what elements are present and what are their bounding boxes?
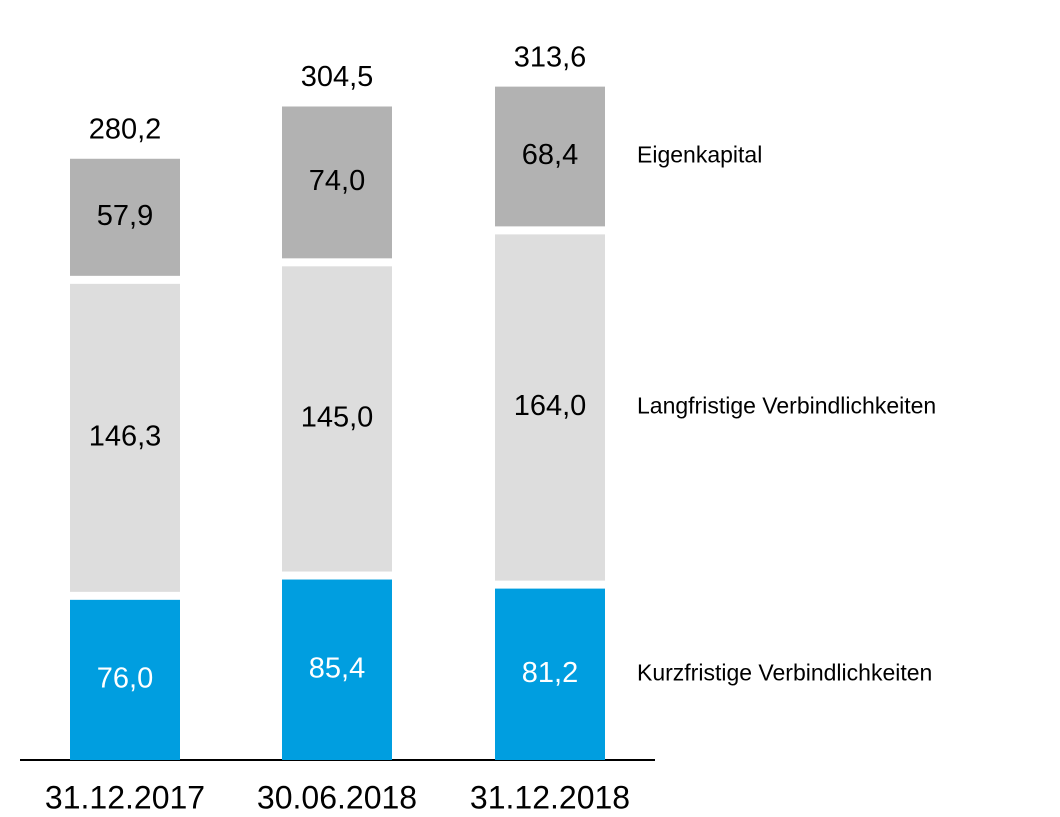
value-label: 85,4 [309,652,365,684]
value-label: 81,2 [522,657,578,689]
total-label: 280,2 [89,113,162,145]
total-label: 304,5 [301,61,374,93]
value-label: 57,9 [97,200,153,232]
value-label: 164,0 [514,390,587,422]
bar-segment [70,158,180,276]
bar-segment [282,579,392,760]
value-label: 146,3 [89,420,162,452]
total-label: 313,6 [514,41,587,73]
bar-segment [282,266,392,572]
bar-segment [495,86,605,227]
bar-segment [70,283,180,592]
x-tick-label: 31.12.2018 [470,779,630,815]
legend-label: Kurzfristige Verbindlichkeiten [637,659,932,685]
value-label: 74,0 [309,165,365,197]
bar-segment [70,599,180,760]
value-label: 145,0 [301,402,374,434]
bar-segment [495,588,605,760]
x-tick-label: 30.06.2018 [257,779,417,815]
bar-segment [495,234,605,581]
value-label: 76,0 [97,663,153,695]
value-label: 68,4 [522,139,578,171]
legend-label: Eigenkapital [637,142,762,168]
legend-label: Langfristige Verbindlichkeiten [637,393,936,419]
x-tick-label: 31.12.2017 [45,779,205,815]
bar-segment [282,106,392,259]
